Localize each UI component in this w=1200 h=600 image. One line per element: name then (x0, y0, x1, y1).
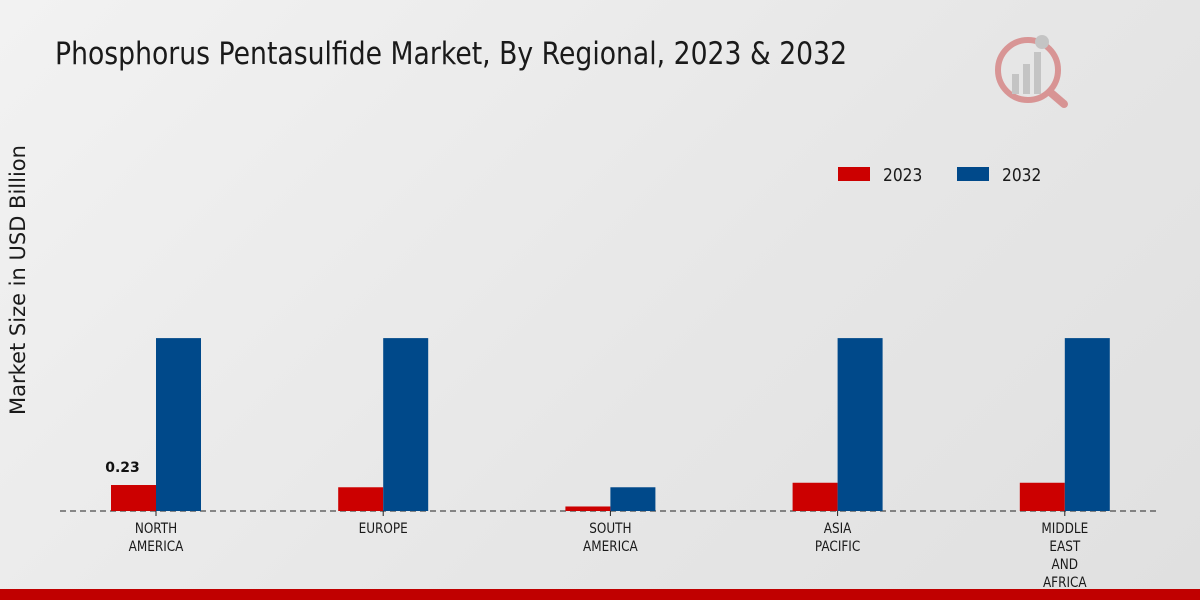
chart-title: Phosphorus Pentasulfide Market, By Regio… (55, 36, 848, 72)
x-tick-label: EUROPE (359, 521, 408, 537)
bar-2023-europe (338, 487, 384, 511)
logo-icon (995, 35, 1068, 108)
x-tick-label: SOUTH AMERICA (583, 521, 638, 555)
legend-label-2032: 2032 (1002, 164, 1041, 185)
bar-2023-middle-east-and-africa (1019, 482, 1065, 511)
footer-bar (0, 589, 1200, 600)
bar-2023-north-america (111, 485, 156, 511)
legend-swatch-2032 (957, 167, 989, 181)
bar-2032-asia-pacific (837, 338, 883, 511)
x-tick-label: ASIA PACIFIC (815, 521, 860, 555)
bar-2032-south-america (610, 487, 656, 511)
bar-2032-middle-east-and-africa (1064, 338, 1110, 511)
bar-2023-south-america (565, 506, 611, 511)
bar-2032-north-america (156, 338, 201, 511)
data-label: 0.23 (105, 460, 140, 476)
x-tick-label: NORTH AMERICA (129, 521, 184, 555)
x-tick-label: MIDDLE EAST AND AFRICA (1041, 521, 1088, 591)
bar-2023-asia-pacific (792, 482, 838, 511)
bar-2032-europe (383, 338, 429, 511)
legend-label-2023: 2023 (883, 164, 922, 185)
legend-swatch-2023 (838, 167, 870, 181)
